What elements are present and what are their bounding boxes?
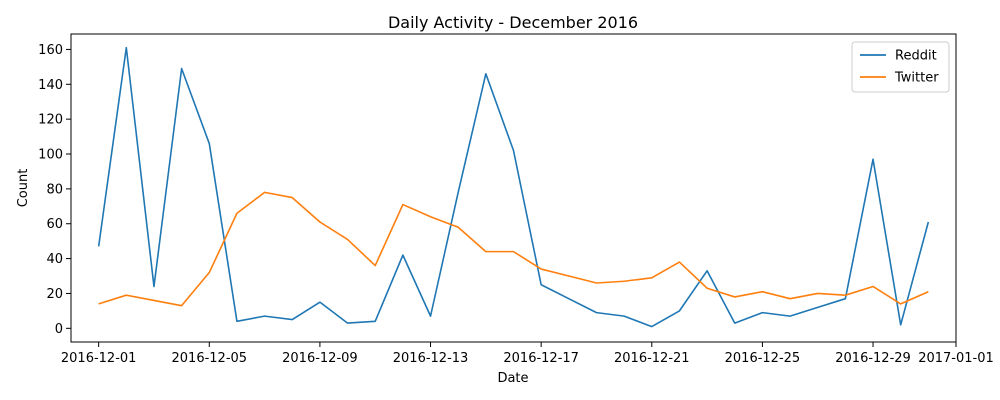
legend-label-twitter: Twitter <box>894 71 939 86</box>
series-line-twitter <box>98 191 929 307</box>
y-tick-label: 0 <box>55 322 63 337</box>
series-line-reddit <box>97 46 930 328</box>
x-tick-label: 2016-12-05 <box>172 351 248 366</box>
x-axis: 2016-12-01 2016-12-05 2016-12-09 2016-12-13… <box>61 342 994 366</box>
y-tick-label: 120 <box>38 113 63 128</box>
x-tick-label: 2016-12-13 <box>393 351 469 366</box>
plot-area-frame <box>70 33 957 343</box>
y-tick-label: 100 <box>38 148 63 163</box>
y-tick-label: 160 <box>38 43 63 58</box>
x-tick-label: 2016-12-17 <box>503 351 579 366</box>
x-tick-label: 2016-12-21 <box>614 351 690 366</box>
y-tick-label: 40 <box>46 252 63 267</box>
x-tick-label: 2016-12-09 <box>282 351 358 366</box>
y-axis-title: Count <box>16 169 31 208</box>
y-tick-label: 60 <box>46 217 63 232</box>
y-tick-label: 80 <box>46 182 63 197</box>
y-axis: 0 20 40 60 80 100 120 140 160 <box>38 43 71 337</box>
x-tick-label: 2017-01-01 <box>918 351 994 366</box>
chart-title: Daily Activity - December 2016 <box>388 13 638 32</box>
y-tick-label: 20 <box>46 287 63 302</box>
legend: Reddit Twitter <box>851 41 950 93</box>
x-tick-label: 2016-12-25 <box>725 351 801 366</box>
x-tick-label: 2016-12-29 <box>835 351 911 366</box>
x-axis-title: Date <box>497 371 528 386</box>
legend-label-reddit: Reddit <box>895 49 937 64</box>
x-tick-label: 2016-12-01 <box>61 351 137 366</box>
y-tick-label: 140 <box>38 78 63 93</box>
